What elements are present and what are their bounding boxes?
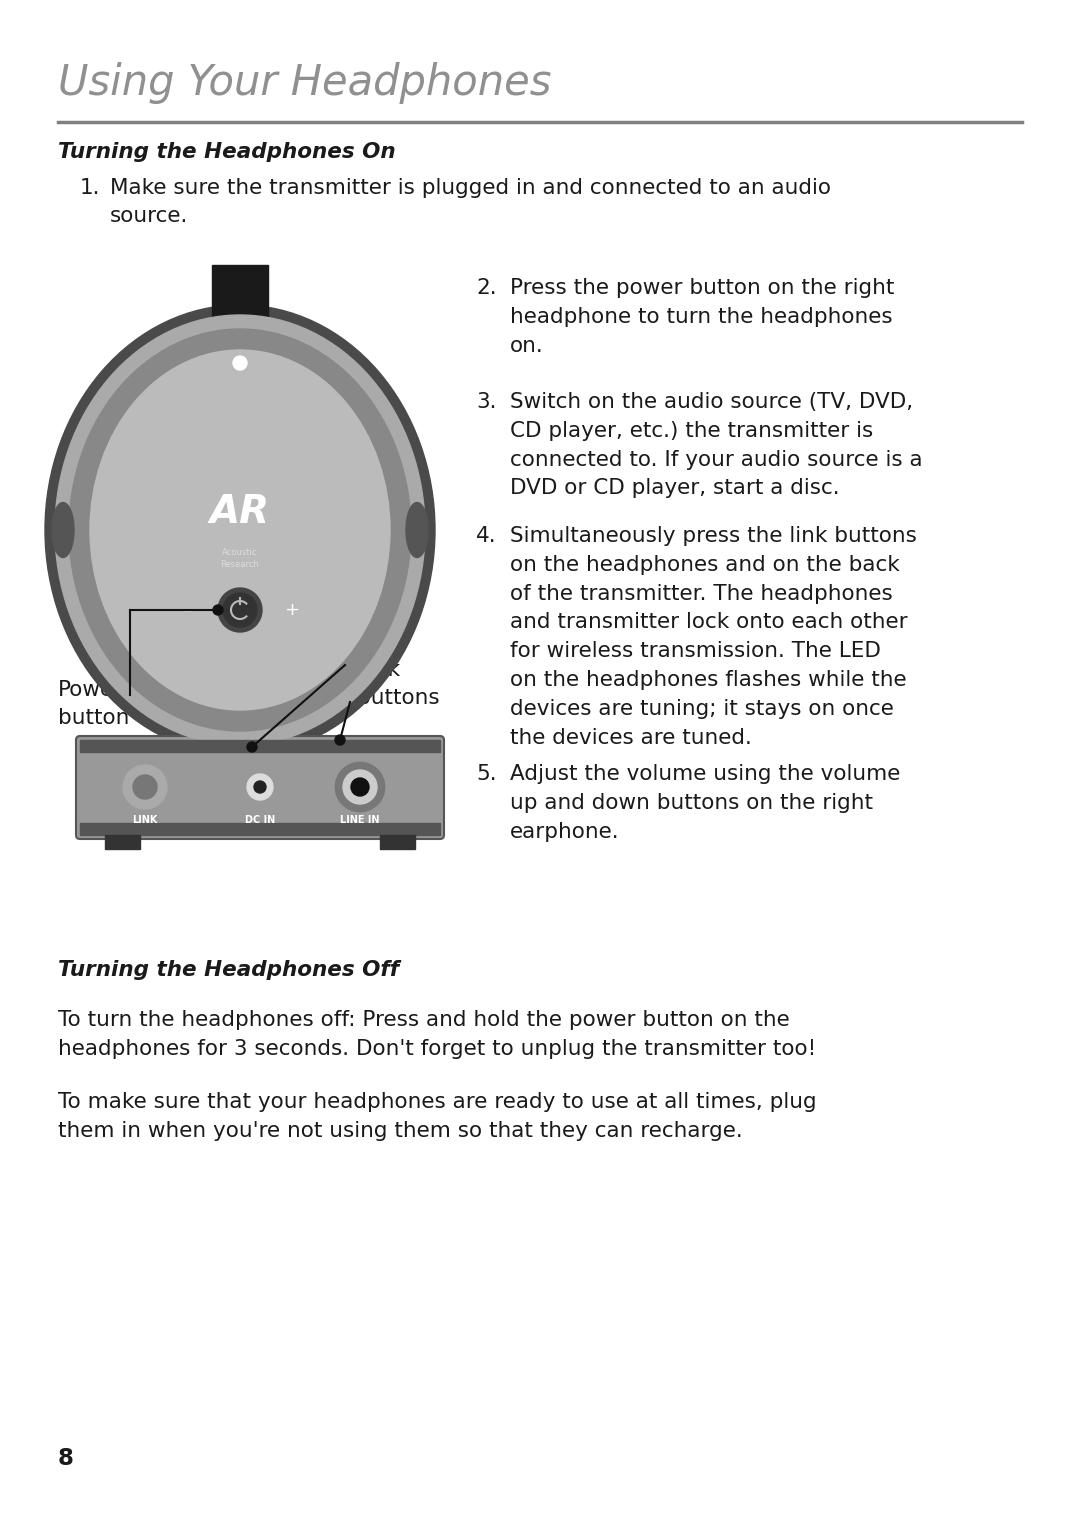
Ellipse shape [52,502,75,557]
FancyBboxPatch shape [76,737,444,839]
Text: Adjust the volume using the volume
up and down buttons on the right
earphone.: Adjust the volume using the volume up an… [510,764,901,842]
Bar [80,823,440,836]
Text: Turning the Headphones Off: Turning the Headphones Off [58,960,400,980]
Text: AR: AR [210,493,270,531]
Circle shape [213,606,222,615]
Circle shape [247,775,273,801]
Text: 3.: 3. [476,393,497,412]
Circle shape [336,763,384,811]
Text: To make sure that your headphones are ready to use at all times, plug
them in wh: To make sure that your headphones are re… [58,1091,816,1142]
Ellipse shape [69,329,411,731]
Bar [80,740,440,752]
Ellipse shape [45,304,435,755]
Circle shape [133,775,157,799]
Text: Power
button: Power button [58,680,130,728]
Text: DC IN: DC IN [245,814,275,825]
Ellipse shape [90,350,390,709]
Bar [212,265,268,320]
Bar [105,836,140,849]
Text: Switch on the audio source (TV, DVD,
CD player, etc.) the transmitter is
connect: Switch on the audio source (TV, DVD, CD … [510,393,922,498]
Circle shape [351,778,369,796]
Text: 4.: 4. [476,527,497,546]
Circle shape [254,781,266,793]
Ellipse shape [55,315,426,744]
Text: 2.: 2. [476,279,497,298]
Text: Acoustic
Research: Acoustic Research [220,548,259,569]
Circle shape [123,766,167,810]
Bar [380,836,415,849]
Circle shape [247,743,257,752]
Text: Turning the Headphones On: Turning the Headphones On [58,142,395,161]
Ellipse shape [406,502,428,557]
Circle shape [233,356,247,370]
Text: LINK: LINK [133,814,158,825]
Text: To turn the headphones off: Press and hold the power button on the
headphones fo: To turn the headphones off: Press and ho… [58,1011,816,1059]
Text: +: + [284,601,299,619]
Text: Press the power button on the right
headphone to turn the headphones
on.: Press the power button on the right head… [510,279,894,356]
Text: Link
buttons: Link buttons [357,661,440,708]
Text: 5.: 5. [476,764,497,784]
Text: –: – [184,601,192,619]
Text: 1.: 1. [80,178,100,198]
Text: 8: 8 [58,1447,73,1470]
Circle shape [218,587,262,632]
Circle shape [335,735,345,744]
Circle shape [222,594,257,627]
Text: LINE IN: LINE IN [340,814,380,825]
Circle shape [343,770,377,804]
Text: Using Your Headphones: Using Your Headphones [58,62,552,103]
Text: Simultaneously press the link buttons
on the headphones and on the back
of the t: Simultaneously press the link buttons on… [510,527,917,747]
Text: Make sure the transmitter is plugged in and connected to an audio
source.: Make sure the transmitter is plugged in … [110,178,831,225]
